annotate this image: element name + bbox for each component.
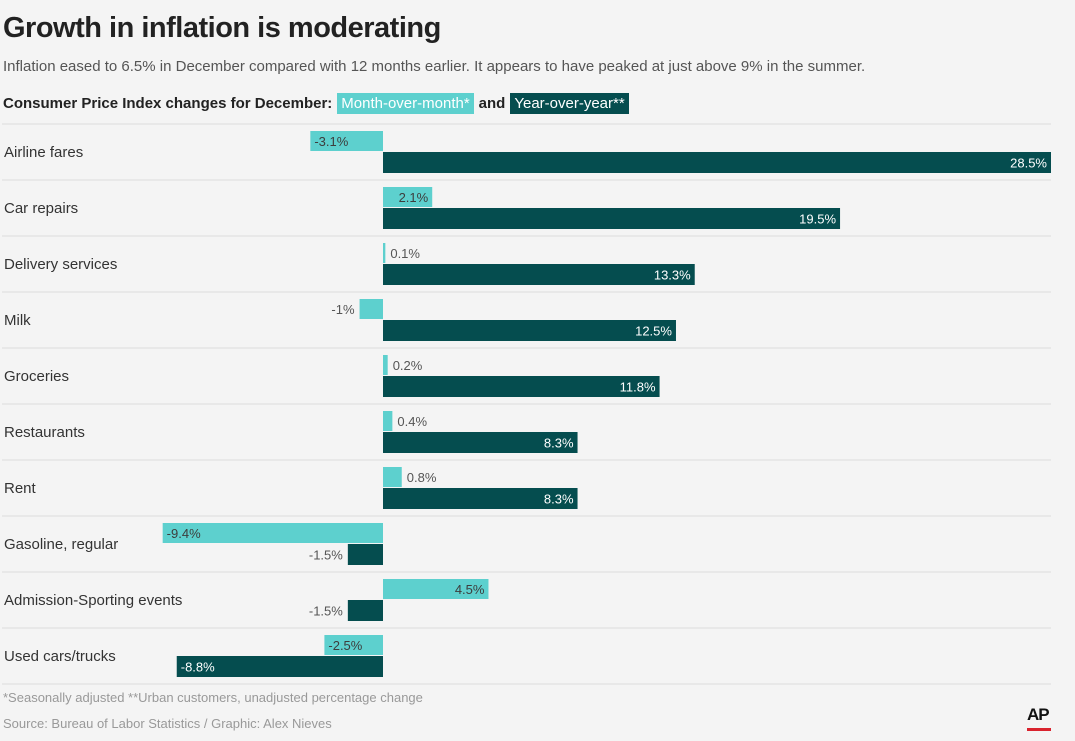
legend-joiner: and bbox=[478, 95, 506, 112]
label-month-over-month: 4.5% bbox=[455, 582, 485, 597]
bar-year-over-year bbox=[383, 488, 578, 509]
bar-year-over-year bbox=[383, 432, 578, 453]
label-month-over-month: -2.5% bbox=[328, 638, 362, 653]
label-year-over-year: 11.8% bbox=[620, 380, 656, 395]
label-month-over-month: 0.2% bbox=[393, 358, 423, 373]
legend-mom-chip: Month-over-month* bbox=[337, 93, 474, 114]
label-year-over-year: -8.8% bbox=[181, 660, 215, 675]
legend: Consumer Price Index changes for Decembe… bbox=[3, 93, 634, 114]
category-label: Restaurants bbox=[4, 424, 85, 441]
footnote: *Seasonally adjusted **Urban customers, … bbox=[3, 690, 423, 705]
legend-yoy-chip: Year-over-year** bbox=[510, 93, 629, 114]
bar-month-over-month bbox=[383, 187, 433, 207]
category-label: Groceries bbox=[4, 368, 69, 385]
bar-year-over-year bbox=[347, 600, 383, 621]
label-year-over-year: 8.3% bbox=[544, 436, 574, 451]
category-label: Used cars/trucks bbox=[4, 648, 116, 665]
bar-year-over-year bbox=[383, 208, 841, 229]
bar-year-over-year bbox=[383, 320, 676, 341]
bar-month-over-month bbox=[324, 635, 383, 655]
bar-year-over-year bbox=[176, 656, 383, 677]
label-year-over-year: -1.5% bbox=[309, 548, 343, 563]
category-label: Delivery services bbox=[4, 256, 117, 273]
label-month-over-month: 0.4% bbox=[397, 414, 427, 429]
legend-prefix: Consumer Price Index changes for Decembe… bbox=[3, 95, 333, 112]
label-year-over-year: -1.5% bbox=[309, 604, 343, 619]
ap-logo: AP bbox=[1027, 704, 1053, 731]
chart-title: Growth in inflation is moderating bbox=[3, 12, 441, 44]
label-month-over-month: -1% bbox=[331, 302, 355, 317]
label-year-over-year: 19.5% bbox=[799, 212, 836, 227]
label-month-over-month: 0.8% bbox=[407, 470, 437, 485]
label-year-over-year: 8.3% bbox=[544, 492, 574, 507]
bar-year-over-year bbox=[383, 376, 660, 397]
bar-month-over-month bbox=[383, 243, 386, 263]
chart-subtitle: Inflation eased to 6.5% in December comp… bbox=[3, 58, 866, 75]
bar-year-over-year bbox=[383, 152, 1051, 173]
bar-month-over-month bbox=[383, 355, 388, 375]
bar-month-over-month bbox=[383, 579, 489, 599]
ap-logo-bar bbox=[1027, 728, 1051, 731]
category-label: Milk bbox=[4, 312, 31, 329]
bar-year-over-year bbox=[347, 544, 383, 565]
bar-month-over-month bbox=[359, 299, 383, 319]
label-year-over-year: 13.3% bbox=[654, 268, 691, 283]
label-month-over-month: -3.1% bbox=[314, 134, 348, 149]
category-label: Car repairs bbox=[4, 200, 78, 217]
ap-logo-text: AP bbox=[1027, 705, 1050, 724]
label-month-over-month: 2.1% bbox=[399, 190, 429, 205]
category-label: Airline fares bbox=[4, 144, 83, 161]
source-credit: Source: Bureau of Labor Statistics / Gra… bbox=[3, 716, 332, 731]
label-year-over-year: 12.5% bbox=[635, 324, 672, 339]
bar-year-over-year bbox=[383, 264, 695, 285]
label-year-over-year: 28.5% bbox=[1010, 156, 1047, 171]
bar-month-over-month bbox=[383, 467, 402, 487]
bar-month-over-month bbox=[383, 411, 393, 431]
label-month-over-month: -9.4% bbox=[167, 526, 201, 541]
bar-month-over-month bbox=[310, 131, 383, 151]
bar-month-over-month bbox=[162, 523, 383, 543]
category-label: Gasoline, regular bbox=[4, 536, 118, 553]
category-label: Rent bbox=[4, 480, 37, 497]
label-month-over-month: 0.1% bbox=[390, 246, 420, 261]
category-label: Admission-Sporting events bbox=[4, 592, 182, 609]
